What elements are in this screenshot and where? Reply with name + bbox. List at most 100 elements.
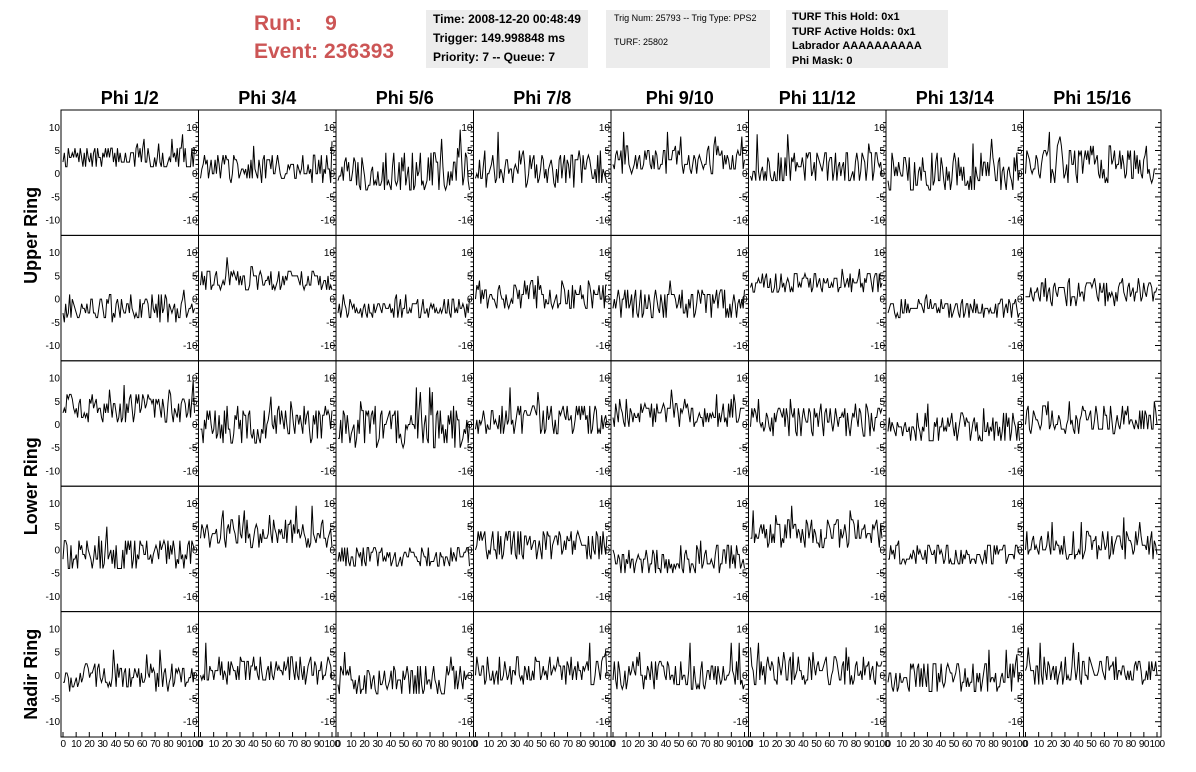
y-tick-label: 0 xyxy=(54,545,60,556)
y-tick-label: -5 xyxy=(1014,318,1023,329)
y-tick-label: 0 xyxy=(467,420,473,431)
y-tick-label: 0 xyxy=(467,295,473,306)
y-tick-label: 10 xyxy=(599,499,611,510)
y-tick-label: 0 xyxy=(467,671,473,682)
trigger-info-box: Trig Num: 25793 -- Trig Type: PPS2 TURF:… xyxy=(606,10,770,68)
column-title: Phi 9/10 xyxy=(646,88,714,108)
x-tick-label: 50 xyxy=(124,739,135,750)
turf-active-text: TURF Active Holds: 0x1 xyxy=(792,25,916,38)
y-tick-label: 10 xyxy=(736,624,748,635)
x-tick-label: 40 xyxy=(248,739,259,750)
y-tick-label: -10 xyxy=(46,592,61,603)
y-tick-label: -10 xyxy=(1008,341,1023,352)
y-tick-label: -10 xyxy=(458,717,473,728)
trigger-text: Trigger: 149.998848 ms xyxy=(433,31,566,45)
waveform-trace xyxy=(475,529,608,560)
y-tick-label: 10 xyxy=(186,123,198,134)
y-tick-label: -10 xyxy=(871,717,886,728)
y-tick-label: -5 xyxy=(601,318,610,329)
y-tick-label: 10 xyxy=(186,374,198,385)
y-tick-label: 0 xyxy=(192,295,198,306)
y-tick-label: 5 xyxy=(604,522,610,533)
y-tick-label: -10 xyxy=(733,466,748,477)
y-tick-label: -10 xyxy=(733,216,748,227)
y-tick-label: -10 xyxy=(1008,216,1023,227)
waveform-trace xyxy=(887,649,1020,693)
y-tick-label: 0 xyxy=(742,671,748,682)
y-tick-label: 0 xyxy=(467,169,473,180)
y-tick-label: 10 xyxy=(874,374,886,385)
waveform-trace xyxy=(750,134,883,182)
waveform-trace xyxy=(887,138,1020,191)
y-tick-label: 5 xyxy=(604,648,610,659)
y-tick-label: 10 xyxy=(736,374,748,385)
x-tick-label: 20 xyxy=(222,739,233,750)
y-tick-label: 0 xyxy=(1017,420,1023,431)
y-tick-label: 5 xyxy=(192,648,198,659)
waveform-trace xyxy=(887,294,1020,320)
y-tick-label: 5 xyxy=(192,271,198,282)
x-tick-label: 20 xyxy=(634,739,645,750)
y-tick-label: 0 xyxy=(604,295,610,306)
x-tick-label: 30 xyxy=(97,739,108,750)
x-tick-label: 20 xyxy=(772,739,783,750)
y-tick-label: 5 xyxy=(192,146,198,157)
y-tick-label: -5 xyxy=(51,192,60,203)
y-tick-label: -5 xyxy=(1014,694,1023,705)
x-tick-label: 90 xyxy=(314,739,325,750)
x-tick-label: 10 xyxy=(759,739,770,750)
waveform-trace xyxy=(1025,517,1158,560)
x-tick-label: 20 xyxy=(1047,739,1058,750)
y-tick-label: 5 xyxy=(1017,271,1023,282)
waveform-panel xyxy=(610,485,749,613)
waveform-trace xyxy=(1025,642,1158,685)
x-tick-label: 10 xyxy=(896,739,907,750)
y-tick-label: 0 xyxy=(604,671,610,682)
y-tick-label: -10 xyxy=(458,592,473,603)
y-tick-label: 5 xyxy=(192,397,198,408)
x-tick-label: 0 xyxy=(336,739,342,750)
y-tick-label: 5 xyxy=(879,648,885,659)
phi-mask-text: Phi Mask: 0 xyxy=(792,54,853,67)
x-tick-label: 20 xyxy=(497,739,508,750)
y-tick-label: 5 xyxy=(329,522,335,533)
y-tick-label: 0 xyxy=(742,169,748,180)
y-tick-label: -10 xyxy=(871,216,886,227)
x-tick-label: 30 xyxy=(922,739,933,750)
y-tick-label: 10 xyxy=(186,248,198,259)
ring-label: Upper Ring xyxy=(21,187,41,284)
y-tick-label: -10 xyxy=(46,216,61,227)
x-tick-label: 40 xyxy=(661,739,672,750)
y-tick-label: 5 xyxy=(604,397,610,408)
waveform-trace xyxy=(750,505,883,549)
y-tick-label: -10 xyxy=(183,216,198,227)
x-tick-label: 70 xyxy=(838,739,849,750)
waveform-panel xyxy=(60,109,199,236)
x-tick-label: 0 xyxy=(748,739,754,750)
x-tick-label: 100 xyxy=(325,739,341,750)
y-tick-label: 0 xyxy=(54,295,60,306)
waveform-panel xyxy=(198,485,337,613)
x-tick-label: 30 xyxy=(235,739,246,750)
x-tick-label: 70 xyxy=(700,739,711,750)
y-tick-label: 0 xyxy=(604,545,610,556)
y-tick-label: -5 xyxy=(601,569,610,580)
y-tick-label: 10 xyxy=(1011,248,1023,259)
y-tick-label: 5 xyxy=(742,146,748,157)
waveform-trace xyxy=(1025,278,1158,307)
waveform-panel xyxy=(885,234,1024,362)
y-tick-label: 5 xyxy=(54,146,60,157)
y-tick-label: -5 xyxy=(326,192,335,203)
x-tick-label: 0 xyxy=(611,739,617,750)
y-tick-label: -5 xyxy=(51,443,60,454)
y-tick-label: 0 xyxy=(742,295,748,306)
x-tick-label: 60 xyxy=(687,739,698,750)
y-tick-label: -10 xyxy=(733,592,748,603)
y-tick-label: -5 xyxy=(464,443,473,454)
waveform-panel xyxy=(198,234,337,362)
waveform-panel xyxy=(1023,611,1162,738)
y-tick-label: -10 xyxy=(183,466,198,477)
y-tick-label: -10 xyxy=(321,216,336,227)
x-tick-label: 50 xyxy=(949,739,960,750)
waveform-panel xyxy=(198,109,337,236)
